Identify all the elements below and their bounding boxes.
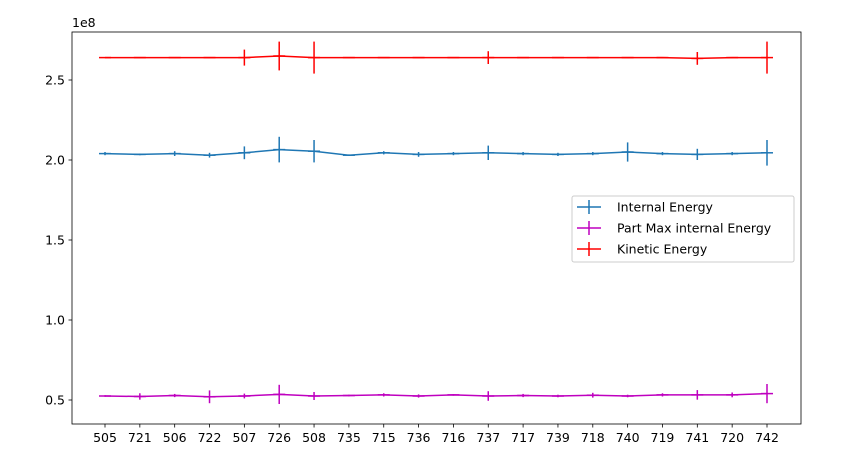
plot-area: [99, 41, 773, 404]
legend-label: Part Max internal Energy: [617, 221, 772, 236]
x-tick-label: 741: [685, 430, 709, 445]
x-tick-label: 508: [302, 430, 326, 445]
x-tick-label: 506: [163, 430, 187, 445]
legend-label: Kinetic Energy: [617, 242, 708, 257]
x-tick-label: 719: [651, 430, 675, 445]
legend: Internal Energy Part Max internal Energy K…: [571, 195, 795, 263]
x-tick-label: 715: [372, 430, 396, 445]
y-tick-label: 1.5: [45, 233, 65, 248]
x-tick-label: 721: [128, 430, 152, 445]
legend-label: Internal Energy: [617, 200, 714, 215]
x-tick-label: 718: [581, 430, 605, 445]
y-tick-label: 1.0: [45, 313, 65, 328]
x-tick-label: 722: [198, 430, 222, 445]
x-tick-label: 742: [755, 430, 779, 445]
legend-box: [571, 195, 795, 263]
x-tick-label: 717: [511, 430, 535, 445]
x-tick-label: 720: [720, 430, 744, 445]
x-tick-label: 507: [232, 430, 256, 445]
y-axis-offset-label: 1e8: [72, 15, 96, 30]
y-tick-label: 0.5: [45, 393, 65, 408]
y-tick-label: 2.0: [45, 153, 65, 168]
x-tick-label: 736: [407, 430, 431, 445]
axes: 505 721 506 722 507 726 508 735 715 736 716 737 717 7…: [45, 31, 802, 445]
x-tick-label: 737: [476, 430, 500, 445]
x-tick-label: 505: [93, 430, 117, 445]
x-tick-label: 735: [337, 430, 361, 445]
axes-frame: [71, 31, 802, 425]
x-tick-label: 740: [616, 430, 640, 445]
x-tick-label: 716: [441, 430, 465, 445]
x-tick-label: 726: [267, 430, 291, 445]
x-tick-label: 739: [546, 430, 570, 445]
y-tick-label: 2.5: [45, 73, 65, 88]
